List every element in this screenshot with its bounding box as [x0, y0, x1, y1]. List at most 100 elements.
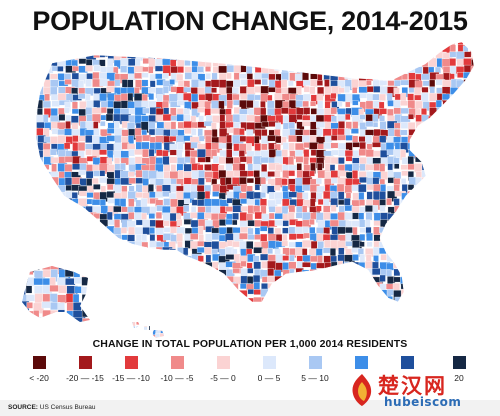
county-cell — [26, 268, 34, 275]
county-cell — [239, 177, 247, 186]
county-cell — [36, 254, 37, 265]
county-cell — [352, 65, 360, 77]
county-cell — [456, 198, 469, 209]
county-cell — [386, 254, 396, 262]
county-cell — [114, 241, 126, 250]
county-cell — [148, 170, 158, 180]
county-cell — [225, 52, 233, 59]
county-cell — [449, 219, 457, 228]
county-cell — [366, 59, 378, 66]
county-cell — [176, 52, 183, 58]
county-cell — [295, 42, 306, 47]
county-cell — [387, 51, 397, 61]
county-cell — [443, 150, 452, 158]
county-cell — [399, 213, 408, 224]
county-cell — [127, 276, 139, 283]
county-cell — [379, 205, 386, 212]
county-cell — [93, 269, 106, 279]
county-cell — [443, 213, 453, 221]
county-cell — [135, 169, 143, 178]
county-cell — [337, 66, 349, 73]
county-cell — [288, 204, 296, 214]
county-cell — [198, 42, 205, 46]
county-cell — [148, 128, 156, 136]
county-cell — [57, 73, 66, 81]
county-cell — [113, 283, 123, 295]
county-cell — [407, 247, 415, 255]
county-cell — [443, 128, 454, 136]
legend-swatch — [170, 356, 184, 369]
county-cell — [58, 317, 67, 322]
county-cell — [141, 282, 152, 290]
county-cell — [238, 296, 248, 302]
county-cell — [177, 170, 184, 179]
county-cell — [183, 51, 195, 62]
county-cell — [135, 261, 145, 270]
county-cell — [282, 227, 289, 234]
county-cell — [127, 303, 132, 313]
county-cell — [36, 192, 46, 204]
county-cell — [64, 42, 76, 48]
county-cell — [289, 268, 295, 276]
county-cell — [226, 42, 238, 45]
county-cell — [344, 150, 354, 157]
county-cell — [288, 43, 298, 53]
county-cell — [457, 303, 463, 311]
county-cell — [99, 42, 111, 48]
county-cell — [30, 219, 36, 228]
county-cell — [143, 304, 151, 311]
county-cell — [204, 51, 213, 63]
county-cell — [324, 304, 331, 311]
county-cell — [197, 148, 207, 159]
county-cell — [422, 191, 429, 202]
county-cell — [464, 108, 472, 119]
county-cell — [479, 143, 486, 151]
county-cell — [372, 142, 382, 148]
county-cell — [44, 213, 56, 220]
county-cell — [37, 42, 45, 46]
county-cell — [268, 42, 274, 44]
county-cell — [471, 225, 474, 233]
county-cell — [478, 228, 487, 239]
county-cell — [218, 65, 228, 74]
county-cell — [309, 198, 316, 207]
county-cell — [457, 241, 464, 248]
county-cell — [135, 326, 142, 333]
county-cell — [457, 101, 464, 110]
county-cell — [149, 248, 156, 259]
county-cell — [105, 113, 114, 122]
county-cell — [183, 282, 194, 294]
county-cell — [135, 329, 140, 333]
county-cell — [267, 44, 274, 55]
county-cell — [330, 42, 338, 50]
county-cell — [359, 289, 367, 298]
county-cell — [36, 178, 38, 190]
county-cell — [302, 100, 309, 108]
county-cell — [428, 157, 435, 164]
county-cell — [268, 192, 275, 200]
county-cell — [379, 274, 386, 282]
county-cell — [36, 64, 48, 76]
county-cell — [337, 296, 345, 302]
county-cell — [323, 227, 331, 235]
county-cell — [50, 191, 61, 201]
county-cell — [477, 248, 484, 259]
county-cell — [415, 51, 422, 63]
county-cell — [421, 58, 429, 68]
county-cell — [225, 206, 234, 212]
county-cell — [148, 282, 155, 291]
county-cell — [470, 241, 474, 247]
county-cell — [51, 225, 62, 237]
county-cell — [351, 283, 361, 293]
county-cell — [113, 255, 120, 263]
county-cell — [169, 45, 178, 55]
county-cell — [471, 283, 474, 289]
county-cell — [400, 261, 409, 267]
county-cell — [479, 38, 489, 48]
legend-item: 5 — 10 — [290, 356, 340, 383]
county-cell — [120, 227, 128, 234]
county-cell — [443, 191, 450, 200]
county-cell — [427, 213, 434, 223]
county-cell — [147, 330, 152, 336]
county-cell — [113, 205, 122, 213]
